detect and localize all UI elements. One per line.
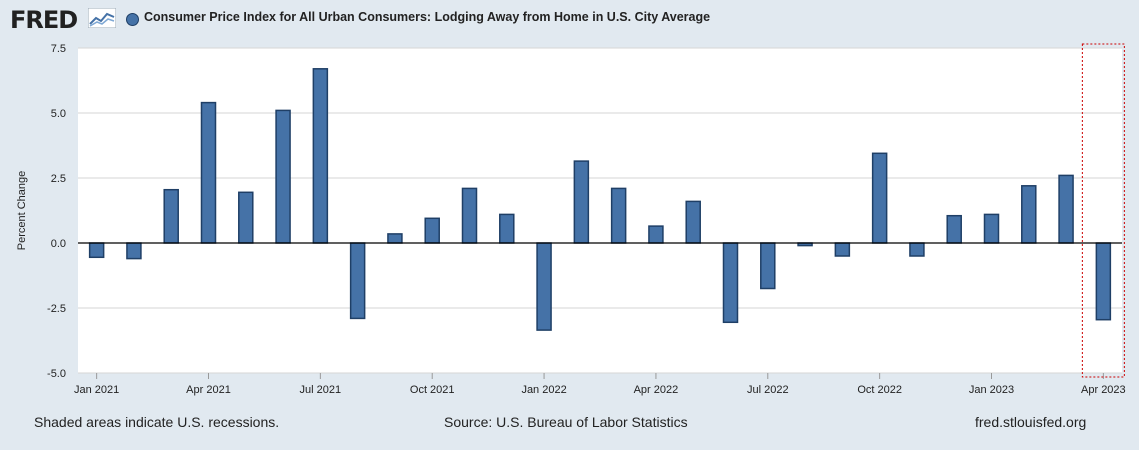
bar-sep-2021[interactable] (387, 233, 403, 244)
x-tick-label: Apr 2023 (1081, 384, 1126, 396)
bar-oct-2021[interactable] (424, 217, 440, 244)
legend-marker-icon (126, 13, 139, 26)
x-tick-label: Oct 2022 (857, 384, 902, 396)
bar-jan-2023[interactable] (983, 213, 1000, 244)
bar-apr-2023[interactable] (1095, 242, 1112, 321)
bar-may-2022[interactable] (685, 200, 701, 244)
y-tick-label: -5.0 (47, 368, 66, 380)
bar-feb-2022[interactable] (573, 160, 590, 244)
chart-header: FRED Consumer Price Index for All Urban … (8, 4, 1128, 34)
bar-jul-2022[interactable] (760, 242, 776, 290)
chart-title: Consumer Price Index for All Urban Consu… (144, 10, 711, 24)
source-text: Source: U.S. Bureau of Labor Statistics (444, 414, 688, 430)
bar-apr-2022[interactable] (648, 225, 664, 244)
bar-apr-2021[interactable] (200, 101, 217, 244)
latest-value-highlight-box (1081, 43, 1125, 378)
x-tick-label: Jan 2022 (521, 384, 566, 396)
y-axis-label: Percent Change (16, 171, 28, 251)
bar-mar-2022[interactable] (610, 187, 627, 244)
x-tick-label: Jul 2022 (747, 384, 789, 396)
bar-dec-2021[interactable] (499, 213, 515, 244)
fred-logo-graph-icon (88, 8, 116, 28)
bar-nov-2021[interactable] (461, 187, 478, 244)
bar-feb-2023[interactable] (1021, 185, 1037, 244)
bar-may-2021[interactable] (238, 191, 254, 244)
bar-mar-2021[interactable] (163, 188, 179, 244)
bar-oct-2022[interactable] (871, 152, 888, 244)
recessions-note: Shaded areas indicate U.S. recessions. (34, 414, 280, 430)
x-tick-label: Jan 2023 (969, 384, 1014, 396)
bar-aug-2021[interactable] (349, 242, 366, 320)
bar-jan-2022[interactable] (536, 242, 552, 331)
bar-jul-2021[interactable] (312, 68, 329, 244)
bar-feb-2021[interactable] (126, 242, 142, 260)
x-tick-label: Apr 2022 (634, 384, 679, 396)
bar-jan-2021[interactable] (88, 242, 105, 259)
bar-dec-2022[interactable] (946, 214, 962, 244)
y-tick-label: 2.5 (51, 173, 66, 185)
y-tick-label: 7.5 (51, 43, 66, 55)
site-link[interactable]: fred.stlouisfed.org (975, 414, 1087, 430)
y-tick-label: 0.0 (51, 238, 66, 250)
bar-jun-2022[interactable] (722, 242, 739, 324)
fred-logo[interactable]: FRED (10, 6, 78, 34)
bar-mar-2023[interactable] (1058, 174, 1074, 244)
y-tick-label: 5.0 (51, 108, 66, 120)
x-tick-label: Jan 2021 (74, 384, 119, 396)
x-tick-label: Apr 2021 (186, 384, 231, 396)
y-tick-label: -2.5 (47, 303, 66, 315)
bar-nov-2022[interactable] (909, 242, 925, 257)
bar-jun-2021[interactable] (275, 109, 291, 244)
bar-sep-2022[interactable] (834, 242, 851, 257)
x-tick-label: Jul 2021 (300, 384, 342, 396)
x-tick-label: Oct 2021 (410, 384, 455, 396)
